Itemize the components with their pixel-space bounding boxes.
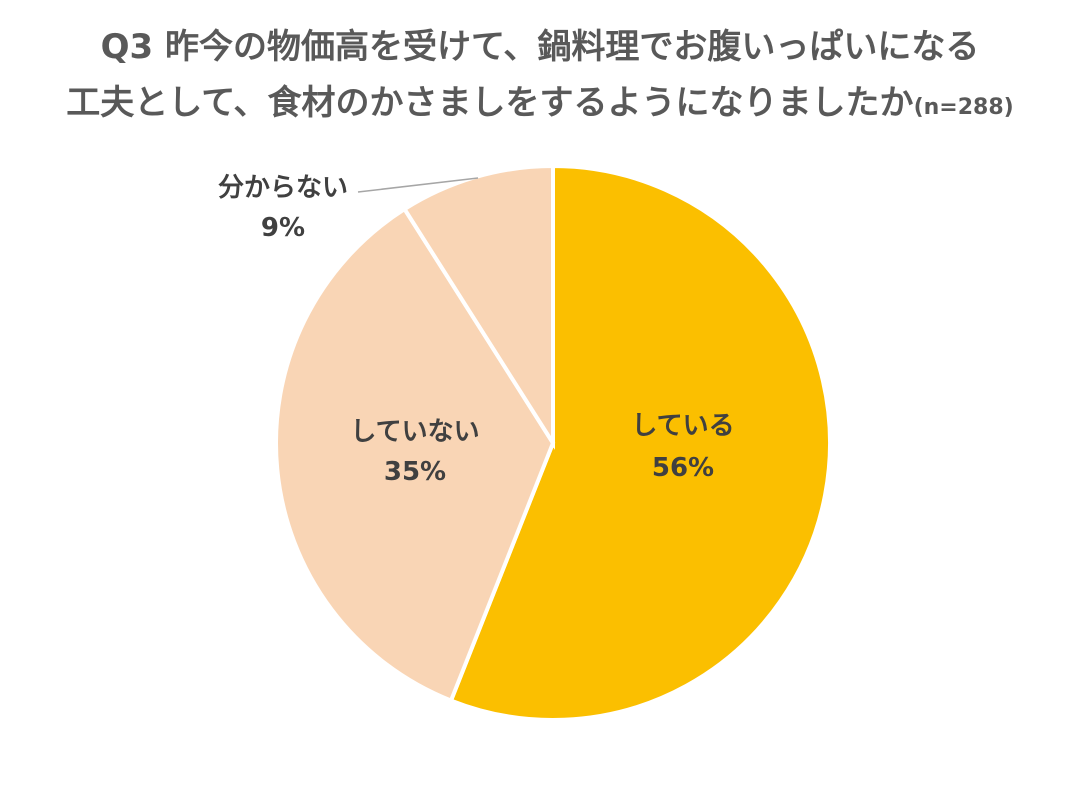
slice-value-0: 56% [652,453,714,483]
slice-value-2: 9% [261,213,305,243]
slice-label-1: していない [350,417,479,447]
chart-title-line1: Q3 昨今の物価高を受けて、鍋料理でお腹いっぱいになる [100,27,980,67]
slice-value-1: 35% [384,457,446,487]
sample-size: (n=288) [913,95,1014,120]
slice-label-0: している [631,411,734,441]
leader-line [357,177,479,193]
slice-label-2: 分からない [218,173,348,203]
pie-slice-2 [401,163,555,450]
chart-title-line2: 工夫として、食材のかさましをするようになりましたか(n=288) [0,78,1080,133]
chart-title-line2-text: 工夫として、食材のかさましをするようになりましたか [66,83,914,123]
pie-slice-1 [274,206,556,704]
pie-slice-0 [448,163,832,722]
